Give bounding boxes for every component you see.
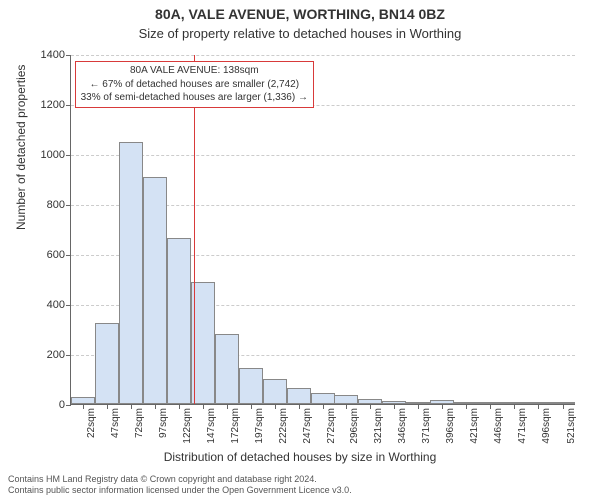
ytick-label: 800 bbox=[47, 199, 65, 211]
xtick-mark bbox=[490, 404, 491, 409]
xtick-label: 222sqm bbox=[278, 408, 289, 444]
page-title: 80A, VALE AVENUE, WORTHING, BN14 0BZ bbox=[0, 6, 600, 22]
xtick-label: 197sqm bbox=[254, 408, 265, 444]
xtick-mark bbox=[107, 404, 108, 409]
xtick-mark bbox=[131, 404, 132, 409]
xtick-mark bbox=[563, 404, 564, 409]
ytick-label: 0 bbox=[59, 399, 65, 411]
xtick-label: 471sqm bbox=[517, 408, 528, 444]
xtick-mark bbox=[227, 404, 228, 409]
ytick-mark bbox=[66, 105, 71, 106]
xtick-label: 396sqm bbox=[445, 408, 456, 444]
histogram-bar bbox=[263, 379, 287, 404]
xtick-label: 446sqm bbox=[493, 408, 504, 444]
xtick-mark bbox=[275, 404, 276, 409]
xtick-label: 122sqm bbox=[182, 408, 193, 444]
histogram-bar bbox=[287, 388, 311, 404]
ytick-label: 200 bbox=[47, 349, 65, 361]
xtick-mark bbox=[299, 404, 300, 409]
xtick-label: 97sqm bbox=[158, 408, 169, 438]
histogram-bar bbox=[143, 177, 167, 405]
xtick-mark bbox=[466, 404, 467, 409]
ytick-mark bbox=[66, 355, 71, 356]
xtick-mark bbox=[179, 404, 180, 409]
xtick-mark bbox=[394, 404, 395, 409]
y-axis-label: Number of detached properties bbox=[14, 65, 28, 230]
ytick-label: 600 bbox=[47, 249, 65, 261]
page-subtitle: Size of property relative to detached ho… bbox=[0, 26, 600, 41]
xtick-mark bbox=[155, 404, 156, 409]
ytick-mark bbox=[66, 305, 71, 306]
histogram-bar bbox=[167, 238, 191, 404]
xtick-label: 371sqm bbox=[421, 408, 432, 444]
annotation-line: 33% of semi-detached houses are larger (… bbox=[81, 91, 308, 105]
footer-attribution: Contains HM Land Registry data © Crown c… bbox=[8, 474, 352, 497]
gridline bbox=[71, 55, 575, 56]
annotation-line: 80A VALE AVENUE: 138sqm bbox=[81, 64, 308, 78]
xtick-mark bbox=[418, 404, 419, 409]
ytick-label: 1000 bbox=[41, 149, 65, 161]
xtick-mark bbox=[323, 404, 324, 409]
histogram-bar bbox=[334, 395, 358, 404]
histogram-bar bbox=[119, 142, 143, 405]
xtick-mark bbox=[514, 404, 515, 409]
histogram-bar bbox=[71, 397, 95, 405]
ytick-label: 400 bbox=[47, 299, 65, 311]
ytick-mark bbox=[66, 255, 71, 256]
xtick-label: 22sqm bbox=[86, 408, 97, 438]
xtick-label: 521sqm bbox=[566, 408, 577, 444]
histogram-bar bbox=[215, 334, 239, 404]
xtick-mark bbox=[203, 404, 204, 409]
xtick-label: 247sqm bbox=[302, 408, 313, 444]
footer-line-2: Contains public sector information licen… bbox=[8, 485, 352, 496]
xtick-label: 272sqm bbox=[326, 408, 337, 444]
histogram-bar bbox=[95, 323, 119, 404]
xtick-label: 496sqm bbox=[541, 408, 552, 444]
xtick-mark bbox=[251, 404, 252, 409]
xtick-mark bbox=[442, 404, 443, 409]
ytick-label: 1200 bbox=[41, 99, 65, 111]
chart-container: 80A, VALE AVENUE, WORTHING, BN14 0BZ Siz… bbox=[0, 0, 600, 500]
annotation-line: ← 67% of detached houses are smaller (2,… bbox=[81, 78, 308, 92]
xtick-label: 421sqm bbox=[469, 408, 480, 444]
xtick-label: 296sqm bbox=[349, 408, 360, 444]
xtick-label: 47sqm bbox=[110, 408, 121, 438]
histogram-bar bbox=[311, 393, 335, 404]
histogram-bar bbox=[239, 368, 263, 404]
xtick-label: 72sqm bbox=[134, 408, 145, 438]
ytick-mark bbox=[66, 405, 71, 406]
annotation-box: 80A VALE AVENUE: 138sqm← 67% of detached… bbox=[75, 61, 314, 108]
xtick-mark bbox=[370, 404, 371, 409]
xtick-mark bbox=[538, 404, 539, 409]
plot-area: 020040060080010001200140022sqm47sqm72sqm… bbox=[70, 55, 575, 405]
xtick-mark bbox=[346, 404, 347, 409]
xtick-label: 346sqm bbox=[397, 408, 408, 444]
ytick-mark bbox=[66, 155, 71, 156]
xtick-label: 147sqm bbox=[206, 408, 217, 444]
xtick-label: 321sqm bbox=[373, 408, 384, 444]
ytick-label: 1400 bbox=[41, 49, 65, 61]
xtick-mark bbox=[83, 404, 84, 409]
gridline bbox=[71, 155, 575, 156]
xtick-label: 172sqm bbox=[230, 408, 241, 444]
footer-line-1: Contains HM Land Registry data © Crown c… bbox=[8, 474, 352, 485]
ytick-mark bbox=[66, 205, 71, 206]
x-axis-label: Distribution of detached houses by size … bbox=[0, 450, 600, 464]
ytick-mark bbox=[66, 55, 71, 56]
